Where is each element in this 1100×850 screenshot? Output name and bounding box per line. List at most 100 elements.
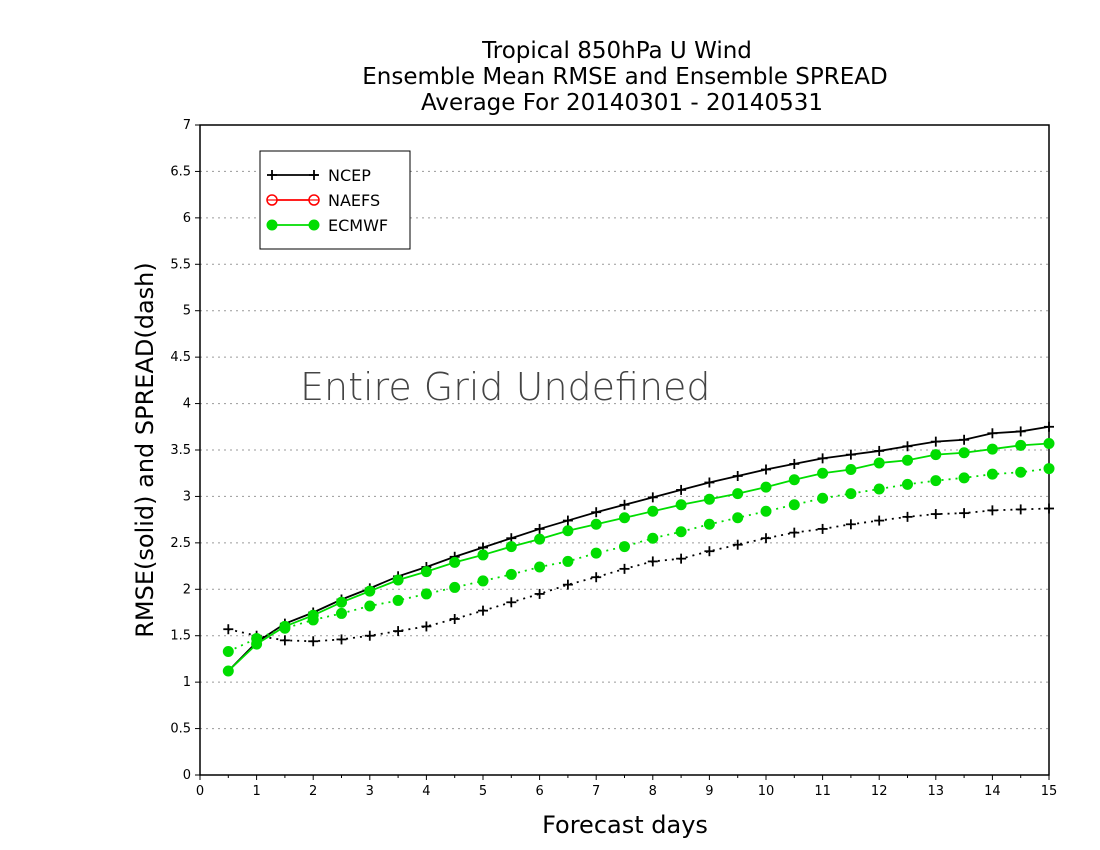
ecmwf-rmse-point bbox=[477, 549, 489, 561]
ncep-rmse-point bbox=[732, 471, 743, 481]
ecmwf-spread-point bbox=[222, 646, 234, 657]
chart-title-line-1: Tropical 850hPa U Wind bbox=[481, 38, 752, 64]
ncep-spread-point bbox=[591, 572, 602, 583]
legend-label-ncep: NCEP bbox=[328, 166, 371, 185]
x-tick-label: 15 bbox=[1041, 784, 1058, 799]
ncep-rmse-point bbox=[647, 492, 658, 503]
legend-marker-naefs bbox=[308, 194, 320, 206]
ecmwf-rmse-point bbox=[590, 518, 602, 530]
x-tick-label: 14 bbox=[984, 784, 1001, 799]
ncep-spread-point bbox=[732, 539, 743, 550]
ncep-spread-point bbox=[336, 634, 347, 645]
ncep-spread-point bbox=[421, 621, 432, 632]
y-tick-label: 0.5 bbox=[170, 722, 191, 737]
ecmwf-spread-point bbox=[619, 541, 630, 553]
ncep-spread-point bbox=[223, 624, 234, 635]
y-tick-label: 6 bbox=[183, 211, 191, 226]
ncep-spread-point bbox=[393, 626, 404, 637]
ecmwf-rmse-point bbox=[958, 447, 970, 459]
ncep-rmse-point bbox=[874, 445, 885, 456]
y-tick-label: 1 bbox=[183, 675, 191, 690]
ecmwf-rmse-point bbox=[732, 488, 744, 500]
ecmwf-spread-point bbox=[364, 600, 376, 612]
ecmwf-spread-point bbox=[1015, 466, 1027, 478]
ncep-rmse-point bbox=[930, 436, 941, 447]
ncep-spread-point bbox=[279, 635, 290, 646]
ecmwf-spread-point bbox=[279, 622, 291, 634]
legend-label-ecmwf: ECMWF bbox=[328, 216, 388, 235]
ecmwf-spread-point bbox=[675, 526, 687, 538]
ecmwf-spread-point bbox=[958, 472, 970, 484]
ecmwf-spread-point bbox=[703, 518, 715, 530]
ncep-spread-point bbox=[534, 588, 545, 599]
y-axis-label: RMSE(solid) and SPREAD(dash) bbox=[131, 262, 159, 638]
ecmwf-rmse-point bbox=[364, 585, 376, 597]
ecmwf-spread-point bbox=[307, 614, 319, 626]
ecmwf-spread-point bbox=[760, 505, 772, 517]
ncep-spread-point bbox=[959, 508, 970, 519]
ecmwf-spread-point bbox=[788, 499, 800, 511]
ecmwf-rmse-point bbox=[845, 464, 857, 475]
y-tick-label: 5 bbox=[183, 304, 191, 319]
ecmwf-rmse-point bbox=[336, 596, 347, 608]
ncep-spread-point bbox=[449, 614, 460, 624]
ncep-spread-point bbox=[761, 533, 771, 544]
ncep-spread-point bbox=[874, 515, 885, 526]
ncep-rmse-point bbox=[1015, 426, 1026, 437]
ncep-rmse-point bbox=[959, 434, 970, 445]
x-tick-label: 1 bbox=[252, 784, 260, 799]
ecmwf-spread-point bbox=[251, 633, 263, 644]
ecmwf-rmse-point bbox=[703, 493, 715, 505]
ecmwf-rmse-point bbox=[534, 533, 546, 545]
ecmwf-spread-point bbox=[477, 575, 489, 587]
ncep-spread-line bbox=[228, 507, 1050, 643]
ncep-rmse-point bbox=[789, 458, 800, 469]
y-tick-label: 3.5 bbox=[170, 443, 191, 458]
ecmwf-rmse-point bbox=[647, 505, 659, 517]
x-tick-label: 6 bbox=[535, 784, 543, 799]
ecmwf-rmse-point bbox=[449, 556, 461, 568]
y-tick-label: 7 bbox=[183, 118, 191, 133]
ecmwf-rmse-point bbox=[222, 665, 234, 677]
ecmwf-spread-point bbox=[732, 512, 744, 524]
undefined-grid-annotation: Entire Grid Undefined bbox=[300, 365, 711, 409]
ecmwf-rmse-point bbox=[392, 574, 404, 586]
ncep-rmse-point bbox=[902, 441, 913, 452]
ncep-rmse-point bbox=[676, 484, 687, 495]
ecmwf-spread-point bbox=[562, 555, 574, 567]
ecmwf-spread-point bbox=[590, 547, 602, 559]
x-tick-label: 2 bbox=[309, 784, 317, 799]
y-tick-label: 3 bbox=[183, 489, 191, 504]
ncep-spread-point bbox=[676, 553, 687, 564]
y-tick-label: 0 bbox=[183, 768, 191, 783]
y-tick-label: 2.5 bbox=[170, 536, 191, 551]
ecmwf-rmse-point bbox=[930, 449, 942, 461]
ncep-spread-point bbox=[647, 556, 658, 567]
ncep-rmse-point bbox=[534, 523, 545, 534]
ecmwf-spread-point bbox=[817, 492, 829, 504]
ncep-rmse-point bbox=[761, 464, 771, 475]
ncep-spread-point bbox=[789, 527, 800, 538]
legend-marker-ecmwf bbox=[266, 219, 278, 231]
ncep-spread-point bbox=[478, 605, 488, 616]
ecmwf-spread-point bbox=[534, 561, 546, 573]
ecmwf-spread-point bbox=[902, 478, 913, 490]
legend-marker-ecmwf bbox=[308, 219, 320, 231]
y-tick-label: 1.5 bbox=[170, 629, 191, 644]
ecmwf-spread-point bbox=[336, 607, 347, 619]
series-layer bbox=[222, 421, 1055, 677]
ncep-spread-point bbox=[704, 546, 715, 557]
ecmwf-rmse-point bbox=[1015, 439, 1027, 451]
ecmwf-spread-point bbox=[449, 581, 461, 593]
ecmwf-spread-point bbox=[392, 594, 404, 606]
ncep-spread-point bbox=[364, 630, 375, 641]
x-tick-label: 5 bbox=[479, 784, 487, 799]
y-tick-label: 2 bbox=[183, 582, 191, 597]
ecmwf-rmse-point bbox=[986, 443, 998, 455]
ecmwf-spread-point bbox=[420, 588, 432, 600]
ncep-rmse-point bbox=[1044, 421, 1054, 432]
ecmwf-rmse-point bbox=[1043, 438, 1055, 449]
x-tick-label: 4 bbox=[422, 784, 430, 799]
